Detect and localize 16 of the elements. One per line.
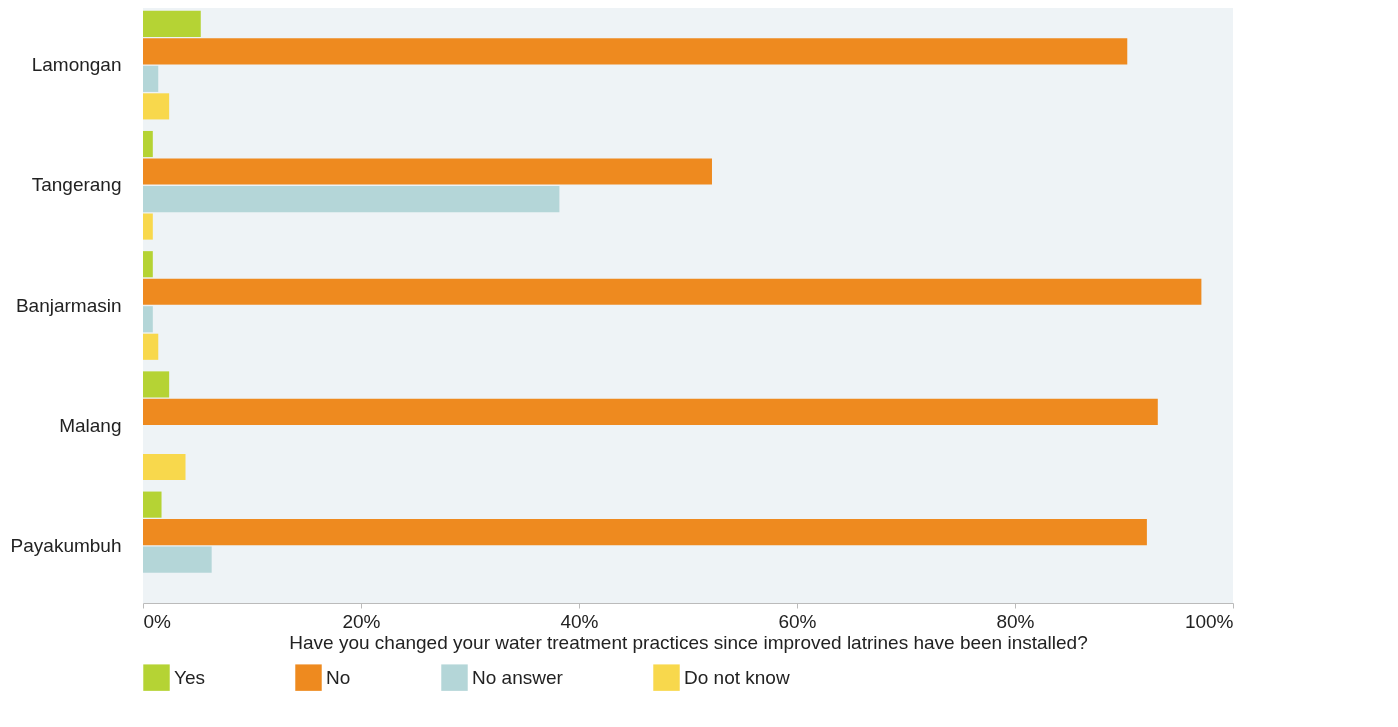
x-tick-label: 60% <box>778 610 817 632</box>
legend-label: No <box>326 666 351 688</box>
x-tick-label: 0% <box>143 610 172 632</box>
x-axis-title: Have you changed your water treatment practices since improved latrines have been installed? <box>289 631 1088 653</box>
x-tick-label: 80% <box>996 610 1035 632</box>
x-tick-label: 20% <box>342 610 381 632</box>
y-tick-label: Payakumbuh <box>10 534 122 556</box>
y-tick-label: Banjarmasin <box>15 294 122 316</box>
x-tick-label: 40% <box>560 610 599 632</box>
x-tick-label: 100% <box>1184 610 1234 632</box>
legend-label: No answer <box>472 666 564 688</box>
y-tick-label: Tangerang <box>31 174 122 196</box>
legend-label: Yes <box>174 666 205 688</box>
y-tick-label: Lamongan <box>31 54 122 76</box>
y-tick-label: Malang <box>59 414 122 436</box>
legend-label: Do not know <box>684 666 790 688</box>
